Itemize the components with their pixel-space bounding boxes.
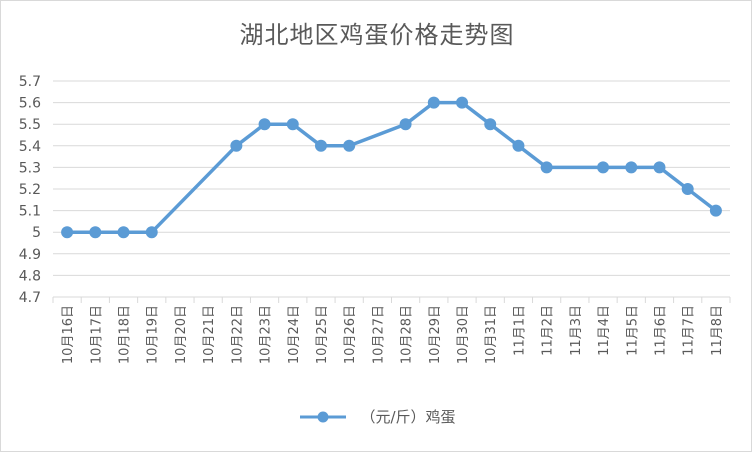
x-tick-label: 10月18日 [118,305,133,364]
data-point [484,118,497,131]
x-tick-label: 10月21日 [202,305,217,364]
data-point [286,118,299,131]
y-tick-label: 5.1 [19,204,41,220]
y-tick-label: 5 [32,225,41,241]
x-tick-label: 11月8日 [710,305,725,356]
data-point [399,118,412,131]
plot-area: 4.7 4.8 4.9 5 5.1 5.2 5.3 5.4 5.5 5.6 5.7 10月16日 10月… [19,74,731,364]
x-tick-label: 10月24日 [287,305,302,364]
y-tick-label: 5.4 [19,139,41,155]
x-tick-label: 10月31日 [484,305,499,364]
x-tick-label: 10月16日 [61,305,76,364]
x-tick-label: 11月7日 [682,305,697,356]
data-point [681,183,694,195]
data-point [709,204,722,217]
x-tick-label: 10月17日 [89,305,104,364]
x-tick-label: 11月5日 [625,305,640,356]
y-tick-label: 5.7 [19,74,41,90]
x-tick-label: 11月1日 [512,305,527,356]
chart-title: 湖北地区鸡蛋价格走势图 [239,21,515,49]
data-point [258,118,271,131]
x-tick-label: 10月28日 [400,305,415,364]
y-tick-label: 5.5 [19,117,41,133]
x-tick-label: 10月30日 [456,305,471,364]
x-tick-label: 10月26日 [343,305,358,364]
data-point [512,139,525,152]
x-tick-label: 11月6日 [653,305,668,356]
data-point [456,96,469,109]
legend-label: （元/斤）鸡蛋 [360,408,456,426]
y-tick-label: 5.6 [19,96,41,112]
data-point [61,226,74,239]
data-point [427,96,440,109]
x-tick-label: 11月4日 [597,305,612,356]
x-tick-label: 10月25日 [315,305,330,364]
y-tick-label: 4.9 [19,247,41,263]
x-tick-label: 10月23日 [259,305,274,364]
legend: （元/斤）鸡蛋 [1,406,752,427]
x-tick-label: 10月29日 [428,305,443,364]
x-tick-label: 10月20日 [174,305,189,364]
x-tick-label: 10月27日 [371,305,386,364]
data-point [625,161,638,174]
data-point [314,139,327,152]
data-point [145,226,158,239]
data-point [89,226,102,239]
x-tick-label: 11月2日 [541,305,556,356]
data-point [540,161,553,174]
data-point [230,139,243,152]
data-point [117,226,130,239]
y-tick-label: 4.8 [19,268,41,284]
y-tick-label: 5.2 [19,182,41,198]
data-point [653,161,666,174]
legend-marker [300,411,347,422]
y-tick-label: 4.7 [19,290,41,306]
x-tick-label: 11月3日 [569,305,584,356]
data-point [343,139,356,152]
data-point [597,161,610,174]
x-tick-label: 10月22日 [230,305,245,364]
x-tick-label: 10月19日 [146,305,161,364]
y-tick-label: 5.3 [19,160,41,176]
